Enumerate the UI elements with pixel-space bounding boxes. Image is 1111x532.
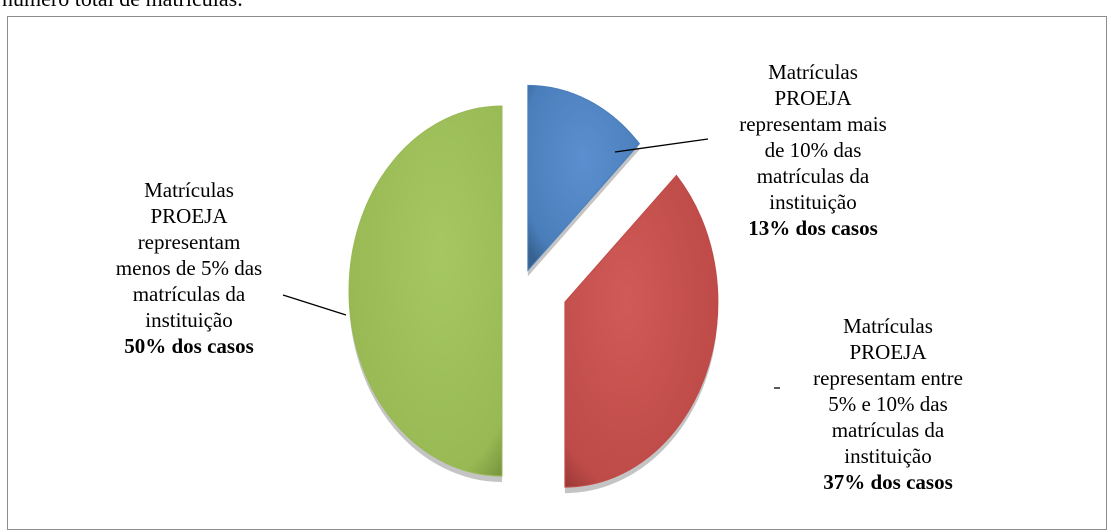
chart-frame: Matrículas PROEJA representam mais de 10… <box>7 16 1107 530</box>
label-line: representam mais <box>739 112 887 136</box>
label-line: Matrículas <box>768 60 858 84</box>
label-line: PROEJA <box>774 86 852 110</box>
slice-percent: 13% dos casos <box>748 216 878 240</box>
pie-chart <box>282 84 780 494</box>
label-line: de 10% das <box>764 138 862 162</box>
label-line: matrículas da <box>831 418 945 442</box>
label-line: instituição <box>769 190 857 214</box>
label-line: PROEJA <box>849 340 927 364</box>
slice-percent: 50% dos casos <box>124 334 254 358</box>
slice-label-blue: Matrículas PROEJA representam mais de 10… <box>708 59 918 241</box>
label-line: instituição <box>145 308 233 332</box>
slice-label-red: Matrículas PROEJA representam entre 5% e… <box>778 313 998 495</box>
label-line: PROEJA <box>150 204 228 228</box>
label-line: 5% e 10% das <box>828 392 948 416</box>
leader-line <box>614 138 709 153</box>
pie-slice-green <box>348 105 503 477</box>
label-line: instituição <box>844 444 932 468</box>
leader-line <box>282 294 347 316</box>
slice-percent: 37% dos casos <box>823 470 953 494</box>
label-line: matrículas da <box>756 164 870 188</box>
header-text-fragment: número total de matrículas. <box>2 0 243 12</box>
pie-slice-blue <box>527 84 641 272</box>
label-line: representam <box>137 230 241 254</box>
label-line: Matrículas <box>144 178 234 202</box>
label-line: representam entre <box>813 366 963 390</box>
label-line: Matrículas <box>843 314 933 338</box>
slice-label-green: Matrículas PROEJA representam menos de 5… <box>94 177 284 359</box>
label-line: menos de 5% das <box>115 256 263 280</box>
label-line: matrículas da <box>132 282 246 306</box>
pie-slice-red <box>564 174 719 488</box>
